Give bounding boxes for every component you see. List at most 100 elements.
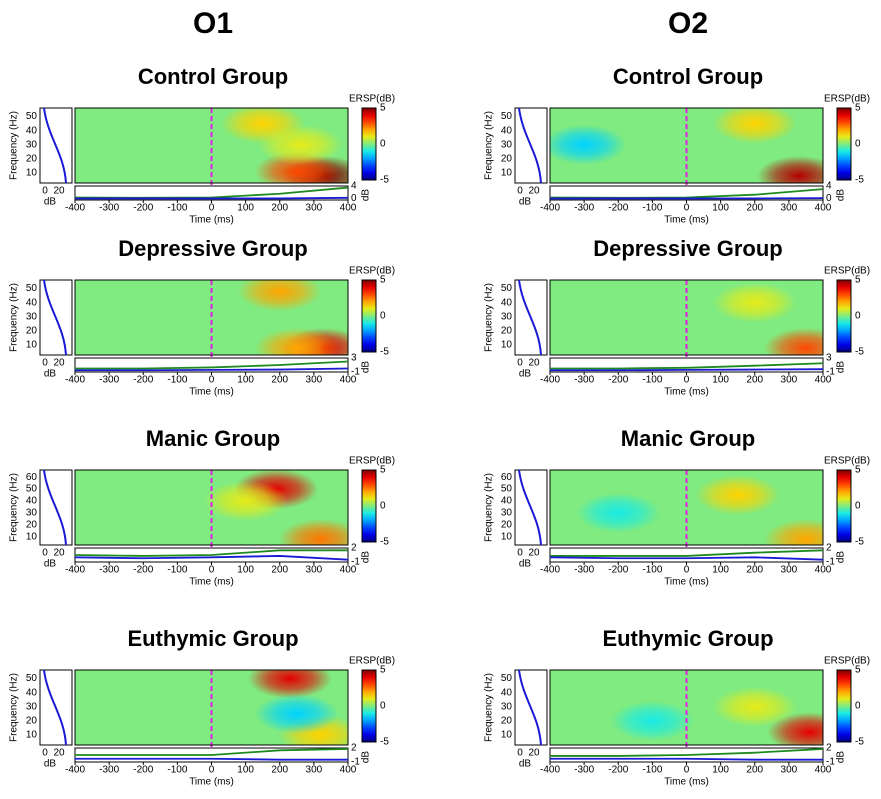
y-tick-label: 20 — [501, 716, 513, 727]
y-tick-label: 10 — [501, 730, 513, 741]
y-tick-label: 40 — [501, 687, 513, 698]
x-tick-label: 300 — [306, 203, 323, 214]
hotspot — [576, 492, 661, 533]
heatmap-frame — [549, 669, 824, 746]
x-tick-label: -400 — [65, 375, 85, 386]
x-tick-label: 400 — [815, 765, 832, 776]
colorbar-label: ERSP(dB) — [349, 266, 395, 277]
x-tick-label: -100 — [167, 375, 187, 386]
x-tick-label: 200 — [746, 203, 763, 214]
heatmap-frame — [74, 469, 349, 546]
y-tick-label: 10 — [26, 168, 38, 179]
x-tick-label: 100 — [712, 203, 729, 214]
trace-line — [550, 757, 823, 761]
x-tick-label: -100 — [642, 203, 662, 214]
y-axis-label: Frequency (Hz) — [484, 473, 495, 542]
hotspot — [550, 124, 627, 165]
x-tick-label: -300 — [99, 565, 119, 576]
colorbar-label: ERSP(dB) — [824, 456, 870, 467]
hotspot — [203, 480, 288, 521]
colorbar — [361, 469, 377, 543]
x-tick-label: 100 — [712, 375, 729, 386]
trace-line — [550, 549, 824, 557]
trace-line — [75, 196, 349, 200]
colorbar-tick-label: 5 — [855, 465, 861, 476]
hotspot — [712, 686, 797, 727]
y-tick-label: 20 — [26, 154, 38, 165]
y-tick-label: 20 — [26, 519, 38, 530]
spectrum-label: dB — [519, 369, 532, 380]
trace-tick-label: 4 — [826, 181, 832, 192]
x-tick-label: 0 — [684, 375, 690, 386]
x-tick-label: 300 — [781, 765, 798, 776]
colorbar — [836, 669, 852, 743]
x-tick-label: -300 — [99, 765, 119, 776]
spectrum-label: dB — [44, 759, 57, 770]
panel-title: Manic Group — [146, 426, 280, 451]
x-tick-label: -400 — [65, 203, 85, 214]
x-tick-label: 400 — [340, 565, 357, 576]
x-tick-label: 200 — [746, 375, 763, 386]
y-tick-label: 30 — [26, 311, 38, 322]
x-tick-label: 0 — [209, 375, 215, 386]
x-tick-label: 400 — [340, 375, 357, 386]
spectrum-tick-label: 0 — [517, 548, 523, 559]
y-tick-label: 50 — [26, 283, 38, 294]
x-tick-label: -300 — [99, 375, 119, 386]
x-tick-label: 100 — [712, 765, 729, 776]
heatmap-frame — [549, 107, 824, 184]
y-tick-label: 60 — [501, 472, 513, 483]
x-tick-label: -200 — [608, 375, 628, 386]
spectrum-curve — [518, 279, 542, 356]
colorbar-tick-label: -5 — [855, 537, 864, 548]
x-tick-label: 0 — [209, 203, 215, 214]
trace-line — [75, 360, 349, 370]
colorbar-tick-label: 5 — [855, 665, 861, 676]
spectrum-tick-label: 0 — [517, 358, 523, 369]
hotspot — [610, 700, 695, 741]
y-tick-label: 10 — [501, 531, 513, 542]
colorbar-tick-label: 5 — [855, 103, 861, 114]
x-tick-label: 300 — [781, 565, 798, 576]
hotspot — [757, 155, 823, 183]
y-tick-label: 30 — [26, 139, 38, 150]
trace-tick-label: 2 — [351, 543, 357, 554]
y-tick-label: 20 — [26, 326, 38, 337]
hotspot — [248, 670, 332, 699]
spectrum-curve — [43, 107, 67, 184]
x-tick-label: 300 — [781, 203, 798, 214]
x-tick-label: 200 — [746, 565, 763, 576]
spectrum-tick-label: 0 — [517, 186, 523, 197]
x-tick-label: -200 — [133, 765, 153, 776]
heatmap — [550, 108, 823, 183]
heatmap — [610, 686, 823, 745]
y-axis-label: Frequency (Hz) — [484, 283, 495, 352]
spectrum-tick-label: 20 — [53, 748, 65, 759]
spectrum-tick-label: 0 — [42, 748, 48, 759]
x-tick-label: 200 — [271, 765, 288, 776]
y-tick-label: 50 — [26, 484, 38, 495]
trace-label: dB — [361, 361, 372, 374]
colorbar — [836, 469, 852, 543]
hotspot — [237, 280, 322, 312]
colorbar-label: ERSP(dB) — [349, 456, 395, 467]
x-tick-label: -100 — [642, 565, 662, 576]
trace-line — [550, 368, 824, 372]
heatmap — [248, 670, 348, 745]
spectrum-tick-label: 20 — [528, 358, 540, 369]
y-tick-label: 30 — [501, 139, 513, 150]
trace-tick-label: 2 — [351, 743, 357, 754]
y-tick-label: 30 — [26, 701, 38, 712]
x-tick-label: 400 — [815, 565, 832, 576]
x-tick-label: -200 — [608, 765, 628, 776]
trace-label: dB — [361, 189, 372, 202]
x-tick-label: 400 — [815, 203, 832, 214]
y-tick-label: 40 — [26, 297, 38, 308]
hotspot — [712, 108, 797, 144]
spectrum-curve — [518, 469, 542, 546]
colorbar-tick-label: -5 — [380, 347, 389, 358]
y-tick-label: 10 — [501, 168, 513, 179]
hotspot — [763, 519, 823, 545]
x-tick-label: -300 — [574, 203, 594, 214]
trace-tick-label: -1 — [351, 367, 360, 378]
